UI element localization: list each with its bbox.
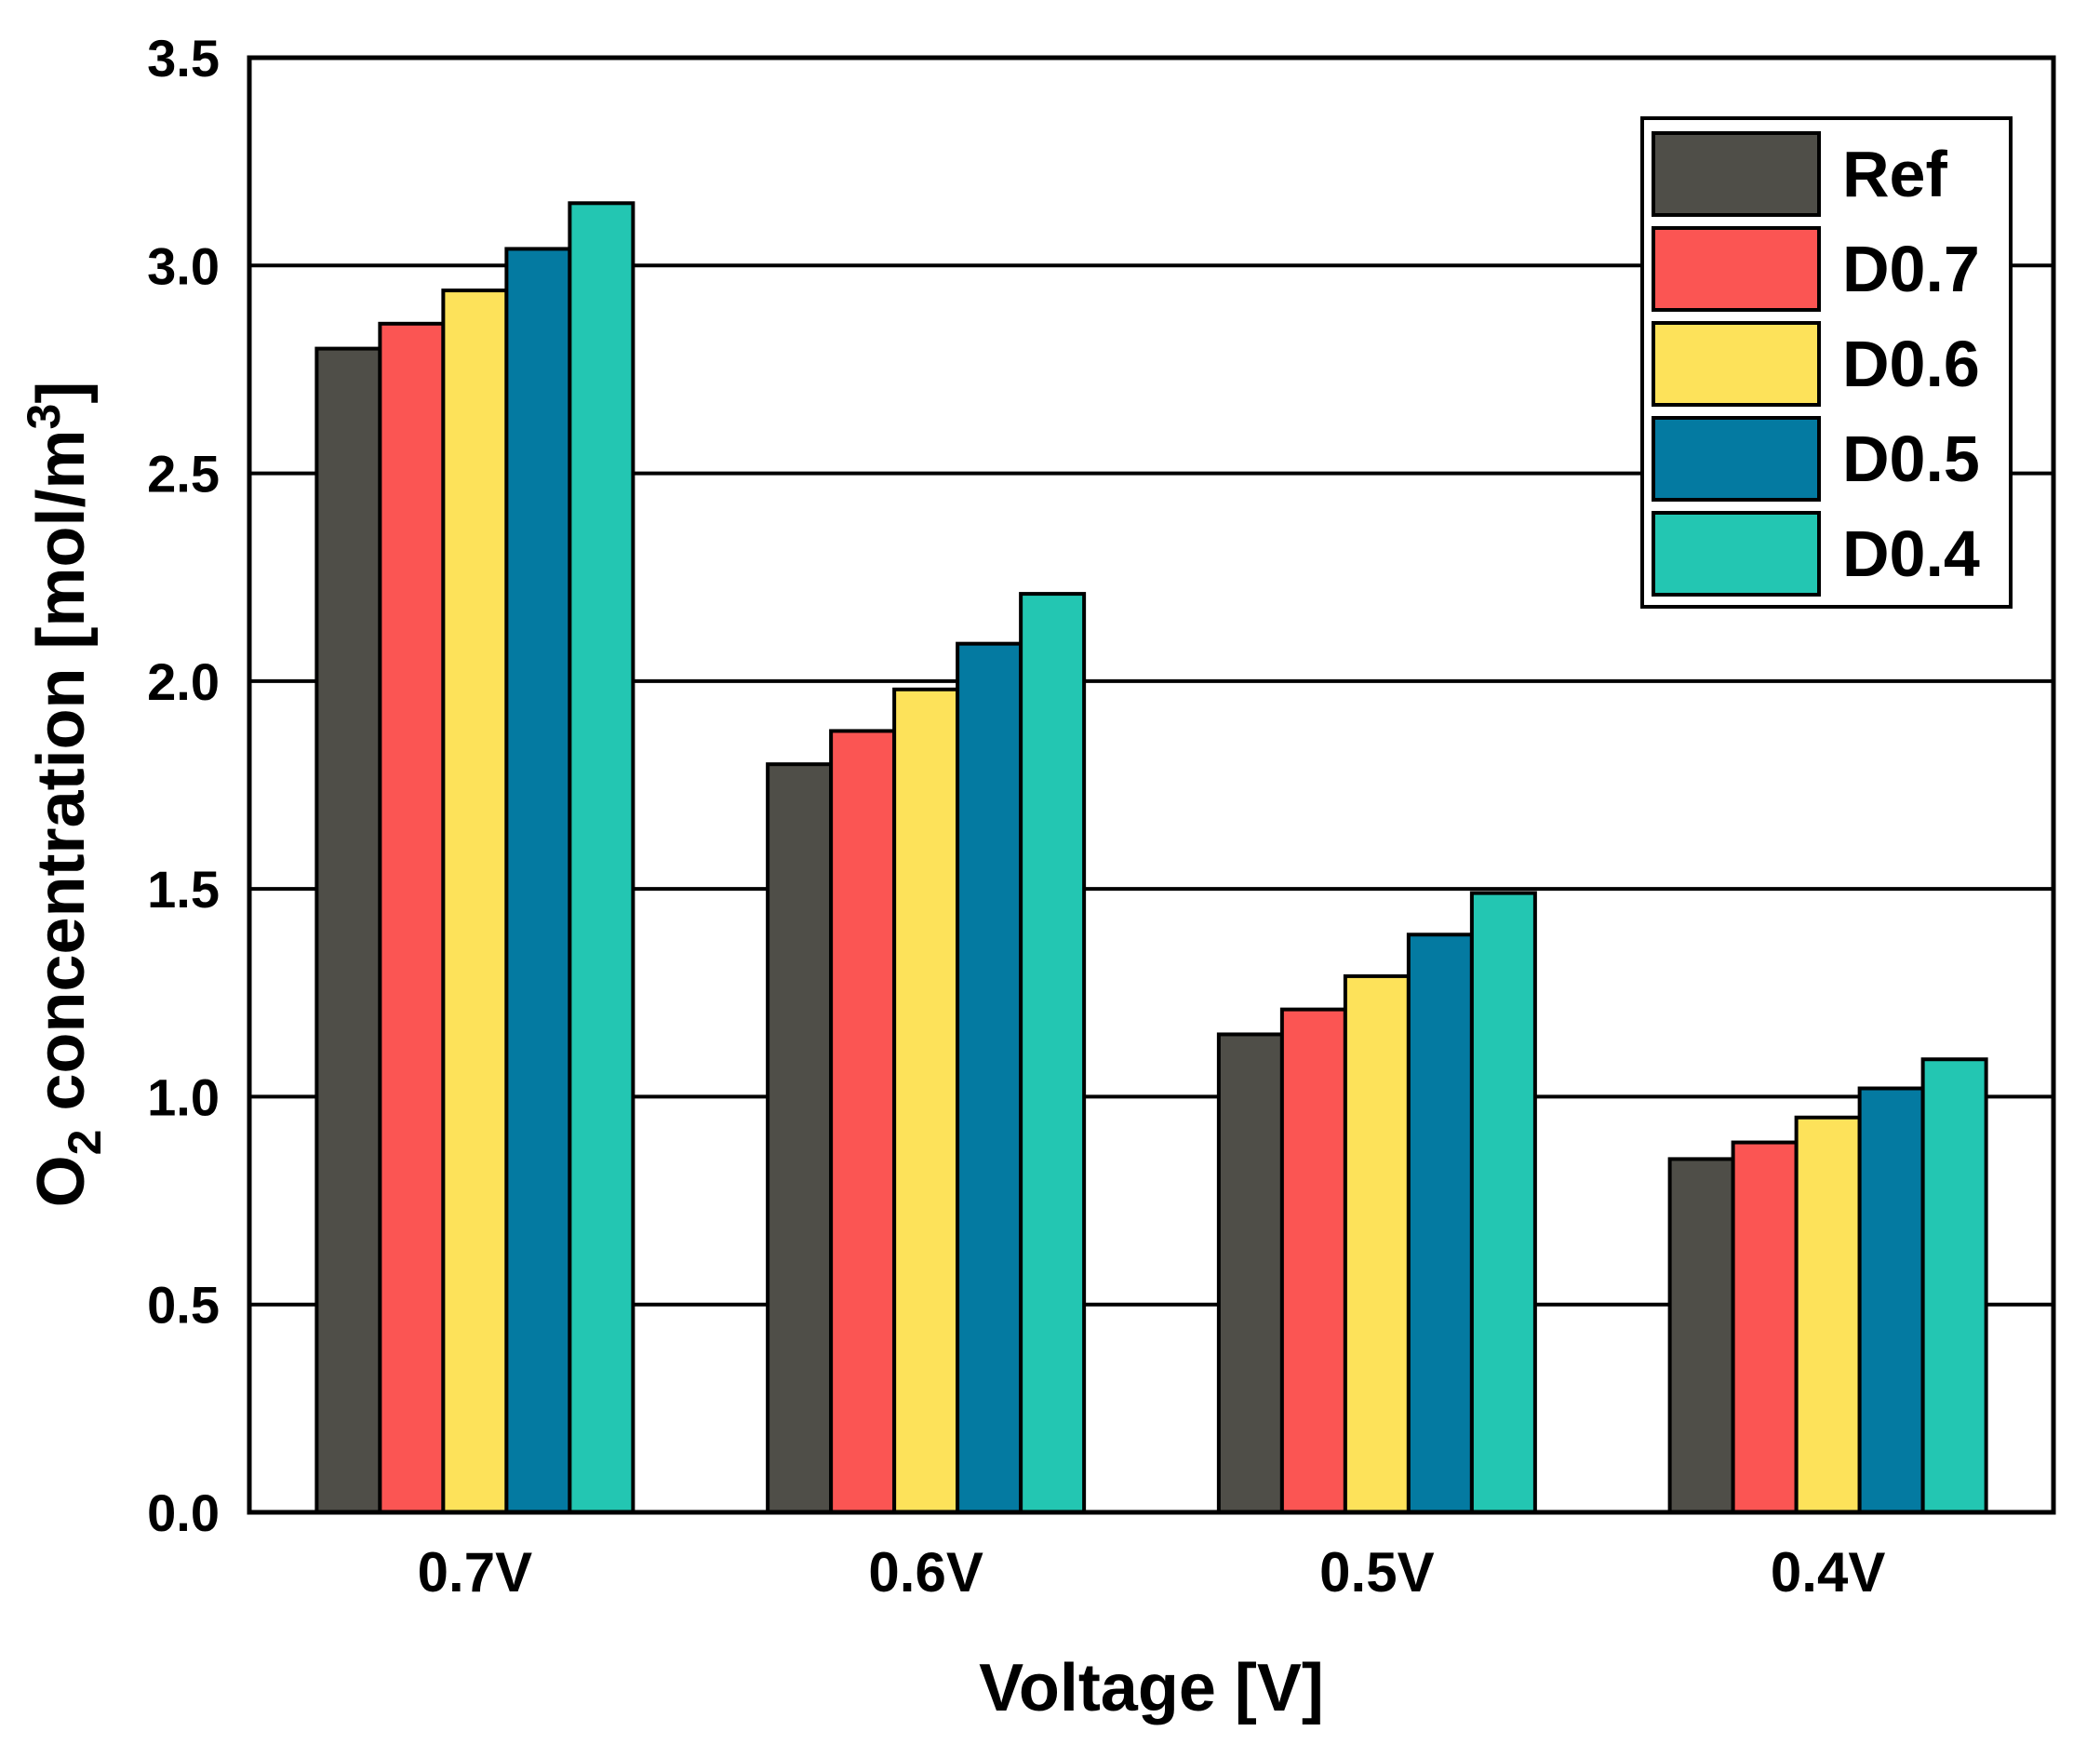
legend-label: D0.5 xyxy=(1842,423,1980,495)
bar-d06-06v xyxy=(892,687,960,1514)
bar-d07-04v xyxy=(1731,1140,1799,1514)
bar-ref-06v xyxy=(766,762,834,1514)
bars xyxy=(314,201,1988,1515)
bar-d04-06v xyxy=(1019,592,1087,1514)
bar-d07-07v xyxy=(378,321,446,1515)
x-tick-label: 0.4V xyxy=(1771,1541,1885,1604)
legend-label: D0.7 xyxy=(1842,233,1980,305)
bar-ref-05v xyxy=(1216,1032,1284,1514)
y-axis-title-superscript: 3 xyxy=(18,404,70,430)
legend-swatch-d07 xyxy=(1652,226,1821,312)
bar-d07-06v xyxy=(829,729,897,1514)
legend-label: Ref xyxy=(1842,138,1947,210)
bar-d05-05v xyxy=(1406,933,1474,1514)
y-tick-label: 2.0 xyxy=(147,652,220,711)
y-tick-label: 3.0 xyxy=(147,236,220,295)
y-axis-title-suffix: ] xyxy=(24,382,99,404)
x-axis-labels: 0.7V 0.6V 0.5V 0.4V xyxy=(418,1541,1886,1604)
bar-d06-05v xyxy=(1343,973,1411,1514)
bar-ref-04v xyxy=(1667,1157,1735,1515)
legend-label: D0.6 xyxy=(1842,328,1980,400)
y-tick-label: 1.0 xyxy=(147,1067,220,1126)
y-axis-ticks: 0.0 0.5 1.0 1.5 2.0 2.5 3.0 3.5 xyxy=(147,29,220,1542)
legend-swatch-d05 xyxy=(1652,416,1821,502)
x-tick-label: 0.7V xyxy=(418,1541,532,1604)
legend-label: D0.4 xyxy=(1842,517,1980,590)
bar-d06-04v xyxy=(1794,1115,1862,1515)
bar-d04-05v xyxy=(1469,891,1537,1514)
y-axis-title: O2 concentration [mol/m3] xyxy=(18,382,111,1208)
legend: Ref D0.7 D0.6 D0.5 D0.4 xyxy=(1640,116,2013,609)
bar-ref-07v xyxy=(314,346,382,1515)
bar-d05-04v xyxy=(1857,1086,1925,1515)
bar-d04-07v xyxy=(568,201,635,1514)
legend-swatch-d06 xyxy=(1652,321,1821,407)
bar-d04-04v xyxy=(1920,1057,1988,1515)
bar-d05-06v xyxy=(956,641,1023,1514)
bar-d05-07v xyxy=(504,247,572,1514)
y-tick-label: 0.5 xyxy=(147,1276,220,1335)
bar-d06-07v xyxy=(441,289,509,1515)
plot-frame xyxy=(247,55,2056,1515)
bar-d07-05v xyxy=(1279,1007,1347,1514)
legend-swatch-d04 xyxy=(1652,511,1821,597)
y-tick-label: 2.5 xyxy=(147,445,220,503)
y-axis-title-middle: concentration [mol/m xyxy=(24,429,99,1129)
x-axis-title: Voltage [V] xyxy=(979,1651,1324,1725)
x-tick-label: 0.6V xyxy=(868,1541,983,1604)
y-axis-title-prefix: O xyxy=(24,1155,99,1207)
y-tick-label: 1.5 xyxy=(147,860,220,919)
y-tick-label: 0.0 xyxy=(147,1483,220,1542)
y-axis-title-subscript: 2 xyxy=(59,1130,111,1156)
x-tick-label: 0.5V xyxy=(1319,1541,1434,1604)
legend-swatch-ref xyxy=(1652,131,1821,217)
y-tick-label: 3.5 xyxy=(147,29,220,87)
